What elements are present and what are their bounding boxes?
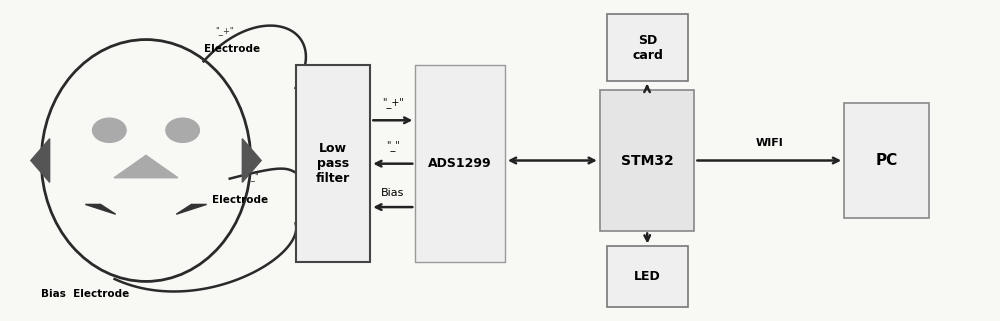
Polygon shape xyxy=(176,204,207,214)
Text: SD
card: SD card xyxy=(632,33,663,62)
Text: LED: LED xyxy=(634,270,661,283)
Text: PC: PC xyxy=(875,153,898,168)
Text: STM32: STM32 xyxy=(621,153,673,168)
Text: Electrode: Electrode xyxy=(212,195,268,205)
FancyBboxPatch shape xyxy=(296,65,370,262)
Text: Electrode: Electrode xyxy=(204,44,260,54)
FancyBboxPatch shape xyxy=(607,14,688,81)
Text: WIFI: WIFI xyxy=(755,138,783,148)
Text: Bias  Electrode: Bias Electrode xyxy=(41,289,130,299)
Text: Bias: Bias xyxy=(381,187,404,197)
FancyBboxPatch shape xyxy=(600,91,694,230)
Ellipse shape xyxy=(93,118,126,142)
Ellipse shape xyxy=(166,118,199,142)
FancyBboxPatch shape xyxy=(844,103,929,218)
Polygon shape xyxy=(114,155,178,178)
Polygon shape xyxy=(242,139,261,182)
Text: ADS1299: ADS1299 xyxy=(428,157,492,170)
Text: "_": "_" xyxy=(247,172,259,181)
Text: "_+": "_+" xyxy=(215,27,234,36)
Polygon shape xyxy=(85,204,116,214)
Polygon shape xyxy=(31,139,50,182)
Text: "_": "_" xyxy=(386,140,400,151)
Text: Low
pass
filter: Low pass filter xyxy=(316,142,350,185)
Text: "_+": "_+" xyxy=(382,97,404,108)
FancyBboxPatch shape xyxy=(607,247,688,307)
FancyBboxPatch shape xyxy=(415,65,505,262)
